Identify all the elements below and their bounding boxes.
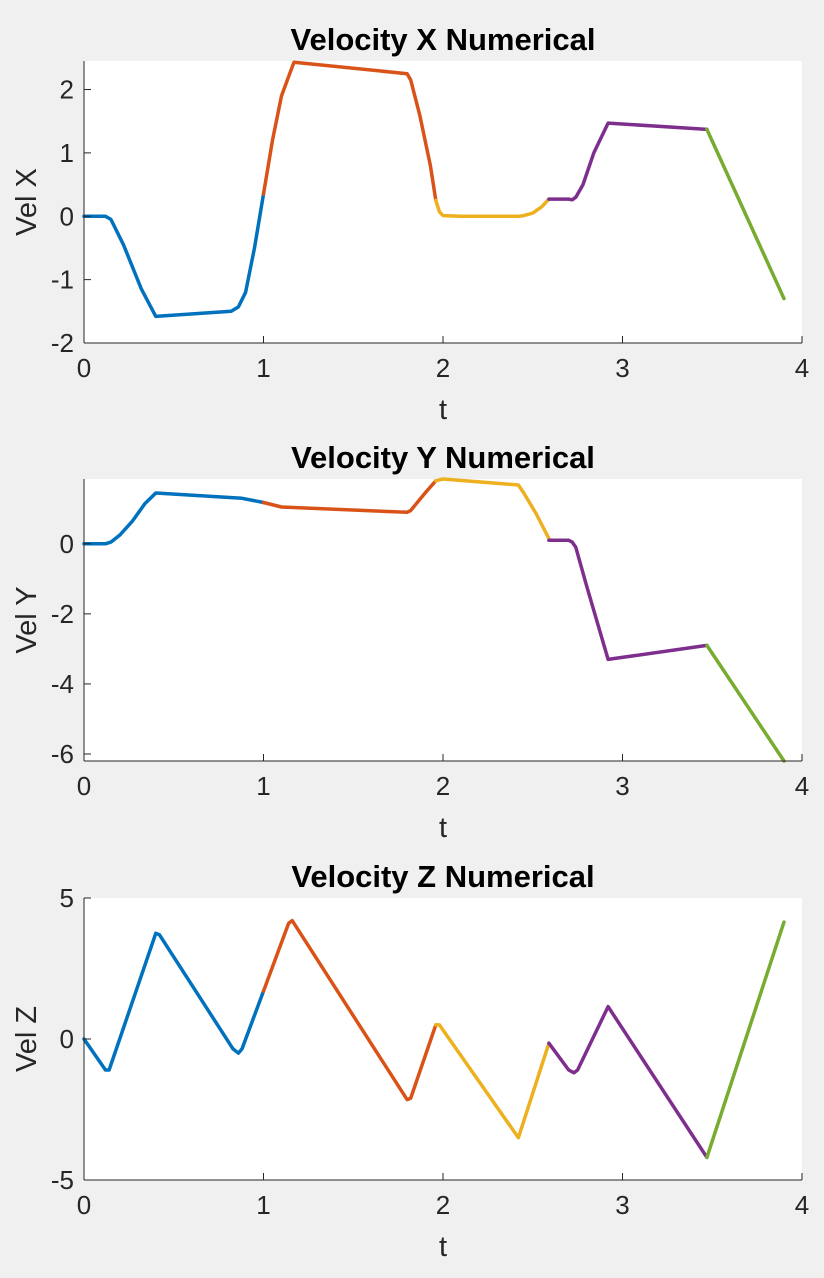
y-tick-label: 0 — [60, 1024, 74, 1054]
y-tick-label: -2 — [51, 328, 74, 358]
x-tick-label: 1 — [256, 1190, 270, 1220]
x-tick-label: 1 — [256, 353, 270, 383]
series-line-1 — [82, 931, 266, 1072]
series-line-4 — [547, 121, 709, 202]
x-tick-label: 3 — [615, 1190, 629, 1220]
y-tick-label: 2 — [60, 75, 74, 105]
series-line-3 — [434, 477, 551, 541]
y-axis-label: Vel Y — [11, 586, 43, 653]
chart-1: 0 1 2 3 4 -2 -1 0 1 2 Velocity X Numerical t Vel X — [11, 22, 809, 426]
x-axis-label: t — [439, 812, 447, 844]
series-line-4 — [547, 538, 709, 662]
x-tick-label: 4 — [795, 771, 809, 801]
x-tick-label: 2 — [436, 353, 450, 383]
series-line-1 — [82, 192, 266, 319]
series-line-3 — [434, 1023, 551, 1140]
y-tick-label: -6 — [51, 739, 74, 769]
y-tick-label: -5 — [51, 1165, 74, 1195]
series-line-4 — [547, 1004, 709, 1160]
x-tick-label: 2 — [436, 771, 450, 801]
x-axis-label: t — [439, 394, 447, 426]
x-tick-label: 3 — [615, 771, 629, 801]
x-tick-label: 0 — [77, 771, 91, 801]
chart-title: Velocity X Numerical — [291, 22, 596, 57]
series-line-1 — [82, 491, 266, 546]
chart-title: Velocity Z Numerical — [291, 859, 594, 894]
x-tick-label: 4 — [795, 353, 809, 383]
plot-area — [84, 479, 802, 761]
chart-2: 0 1 2 3 4 -6 -4 -2 0 Velocity Y Numerical t Vel Y — [11, 440, 809, 844]
chart-title: Velocity Y Numerical — [291, 440, 595, 475]
y-axis-label: Vel Z — [11, 1006, 43, 1072]
plot-area — [84, 61, 802, 343]
x-tick-label: 4 — [795, 1190, 809, 1220]
series-line-5 — [705, 127, 786, 301]
y-tick-label: -2 — [51, 599, 74, 629]
y-tick-label: -1 — [51, 265, 74, 295]
y-tick-label: 0 — [60, 201, 74, 231]
series-line-3 — [434, 197, 551, 219]
y-tick-label: 1 — [60, 138, 74, 168]
x-axis-label: t — [439, 1231, 447, 1263]
y-axis-label: Vel X — [11, 168, 43, 236]
plot-area — [84, 898, 802, 1180]
x-tick-label: 0 — [77, 1190, 91, 1220]
x-tick-label: 1 — [256, 771, 270, 801]
y-tick-label: 5 — [60, 883, 74, 913]
series-line-2 — [261, 60, 438, 203]
y-tick-label: -4 — [51, 669, 74, 699]
series-line-2 — [261, 918, 438, 1102]
x-tick-label: 3 — [615, 353, 629, 383]
y-tick-label: 0 — [60, 529, 74, 559]
x-tick-label: 0 — [77, 353, 91, 383]
series-line-2 — [261, 479, 438, 515]
series-line-5 — [705, 643, 786, 763]
series-line-5 — [705, 920, 786, 1160]
x-tick-label: 2 — [436, 1190, 450, 1220]
